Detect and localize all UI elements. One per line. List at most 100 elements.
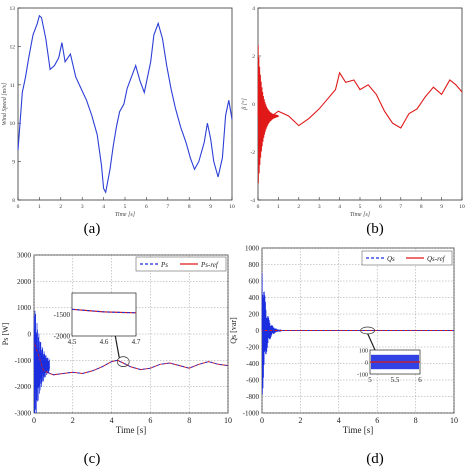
panel-b-ytick-label: 4 [252,6,255,12]
panel-c-xtick-label: 0 [32,416,36,425]
panel-c-ytick-label: 0 [28,331,32,339]
panel-b-xtick-label: 0 [257,204,260,210]
panel-c-inset-xtick-label: 4.5 [68,338,77,346]
panel-a-xtick-label: 0 [17,204,20,210]
panel-c-ytick-label: -2000 [15,383,32,391]
panel-c-inset-ytick-label: -2000 [54,333,71,341]
panel-b-pitch-angle: 0 1 2 3 4 5 6 7 8 9 10 -4 -2 0 2 4 Time [s] β [°] [241,6,465,218]
panel-d-ytick-label: -600 [246,377,259,385]
panel-a-ytick-label: 10 [10,121,16,127]
panel-d-xtick-label: 6 [375,416,379,425]
panel-d-legend: Qs Qs-ref [361,250,453,266]
panel-c-zoom-marker [116,356,130,367]
panel-d-inset-ytick-label: -100 [357,373,368,379]
panel-d-ytick-label: 600 [249,278,260,286]
panel-b-xtick-label: 1 [277,204,280,210]
panel-a-xtick-label: 9 [209,204,212,210]
panel-b-xtick-label: 2 [297,204,300,210]
panel-b-ytick-label: -2 [250,150,255,156]
panel-a-xtick-label: 4 [102,204,105,210]
panel-c-ytick-label: -3000 [15,410,32,418]
panel-a-ytick-label: 13 [10,6,16,12]
panel-a-xtick-label: 1 [38,204,41,210]
panel-b-xtick-label: 10 [459,204,465,210]
panel-c-legend: Ps Ps-ref [135,256,227,272]
caption-a: (a) [84,221,101,237]
panel-d-inset-ytick-label: 0 [365,361,368,367]
panel-d-ytick-label: 400 [249,294,260,302]
panel-a-xtick-label: 10 [229,204,235,210]
panel-d-ytick-label: -800 [246,393,259,401]
panel-c-xtick-label: 8 [187,416,191,425]
panel-c-inset-xtick-label: 4.7 [132,338,141,346]
panel-d-ylabel: Qs [var] [229,317,238,344]
panel-d-ytick-label: -400 [246,360,259,368]
panel-c-ytick-label: 3000 [17,252,32,260]
panel-a-ytick-label: 9 [12,160,15,166]
panel-b-xtick-label: 4 [338,204,341,210]
panel-d-ytick-label: 1000 [245,245,260,253]
panel-d-inset-xtick-label: 6 [418,376,422,384]
panel-b-ytick-label: 2 [252,54,255,60]
panel-b-xtick-label: 6 [379,204,382,210]
panel-c-xtick-label: 10 [224,416,232,425]
panel-c-inset-ytick-label: -1500 [54,311,71,319]
panel-b-xtick-label: 7 [399,204,402,210]
panel-c-xtick-label: 2 [71,416,75,425]
panel-b-xtick-label: 3 [318,204,321,210]
panel-b-xlabel: Time [s] [350,212,371,218]
panel-b-xtick-label: 5 [359,204,362,210]
panel-c-active-power: 0 2 4 6 8 10 3000 2000 1000 0 -1000 -2000 -3000 Time … [1,252,232,436]
panel-a-plot-frame [17,7,233,201]
panel-d-inset-xtick-label: 5 [368,376,372,384]
panel-c-legend-ps-label: Ps [160,261,168,269]
panel-b-ytick-label: 0 [252,102,255,108]
panel-d-ytick-label: 0 [256,327,260,335]
panel-d-legend-qs-ref-label: Qs-ref [427,255,446,263]
panel-a-xtick-label: 3 [81,204,84,210]
panel-a-xtick-label: 6 [145,204,148,210]
panel-a-xlabel: Time [s] [115,212,136,218]
panel-c-series-ps [33,341,229,376]
panel-a-ytick-label: 8 [12,198,15,204]
panel-c-inset-ps [71,308,137,314]
panel-b-series-line [257,71,463,129]
panel-b-ytick-label: -4 [250,198,255,204]
panel-c-xtick-label: 6 [148,416,152,425]
panel-a-ytick-label: 11 [10,83,16,89]
panel-c-inset-frame [71,292,137,337]
panel-d-reactive-power: 0 2 4 6 8 1010008006004002000-200-400-600-800… [229,245,458,436]
panel-d-xtick-label: 8 [414,416,418,425]
panel-a-xtick-label: 5 [124,204,127,210]
panel-d-zoom-arrow [367,333,376,351]
panel-c-ytick-label: -1000 [15,357,32,365]
panel-a-ytick-label: 12 [10,44,16,50]
panel-d-xlabel: Time [s] [343,425,373,435]
panel-a-series-line [17,14,233,194]
panel-d-inset-xtick-label: 5.5 [391,376,400,384]
panel-a-xtick-label: 8 [188,204,191,210]
panel-c-ylabel: Ps [W] [1,322,10,345]
panel-b-plot-frame [257,7,463,201]
panel-d-inset-ytick-label: 100 [359,349,368,355]
panel-a-xtick-label: 7 [166,204,169,210]
panel-c-xtick-label: 4 [110,416,114,425]
panel-d-xtick-label: 0 [260,416,264,425]
panel-a-ylabel: Wind Speed [m/s] [2,82,8,125]
panel-d-legend-qs-label: Qs [387,255,395,263]
panel-c-xlabel: Time [s] [116,425,146,435]
panel-c-ytick-label: 1000 [17,304,32,312]
caption-d: (d) [366,451,384,467]
caption-c: (c) [84,451,101,467]
panel-d-ytick-label: -200 [246,344,259,352]
panel-d-ytick-label: 800 [249,261,260,269]
panel-d-xtick-label: 4 [337,416,341,425]
panel-b-xtick-label: 8 [420,204,423,210]
panel-c-ytick-label: 2000 [17,278,32,286]
panel-c-transient-line [33,310,51,414]
panel-d-xtick-label: 2 [298,416,302,425]
panel-a-xtick-label: 2 [59,204,62,210]
panel-b-ylabel: β [°] [241,98,248,111]
panel-b-transient-line [257,45,279,184]
